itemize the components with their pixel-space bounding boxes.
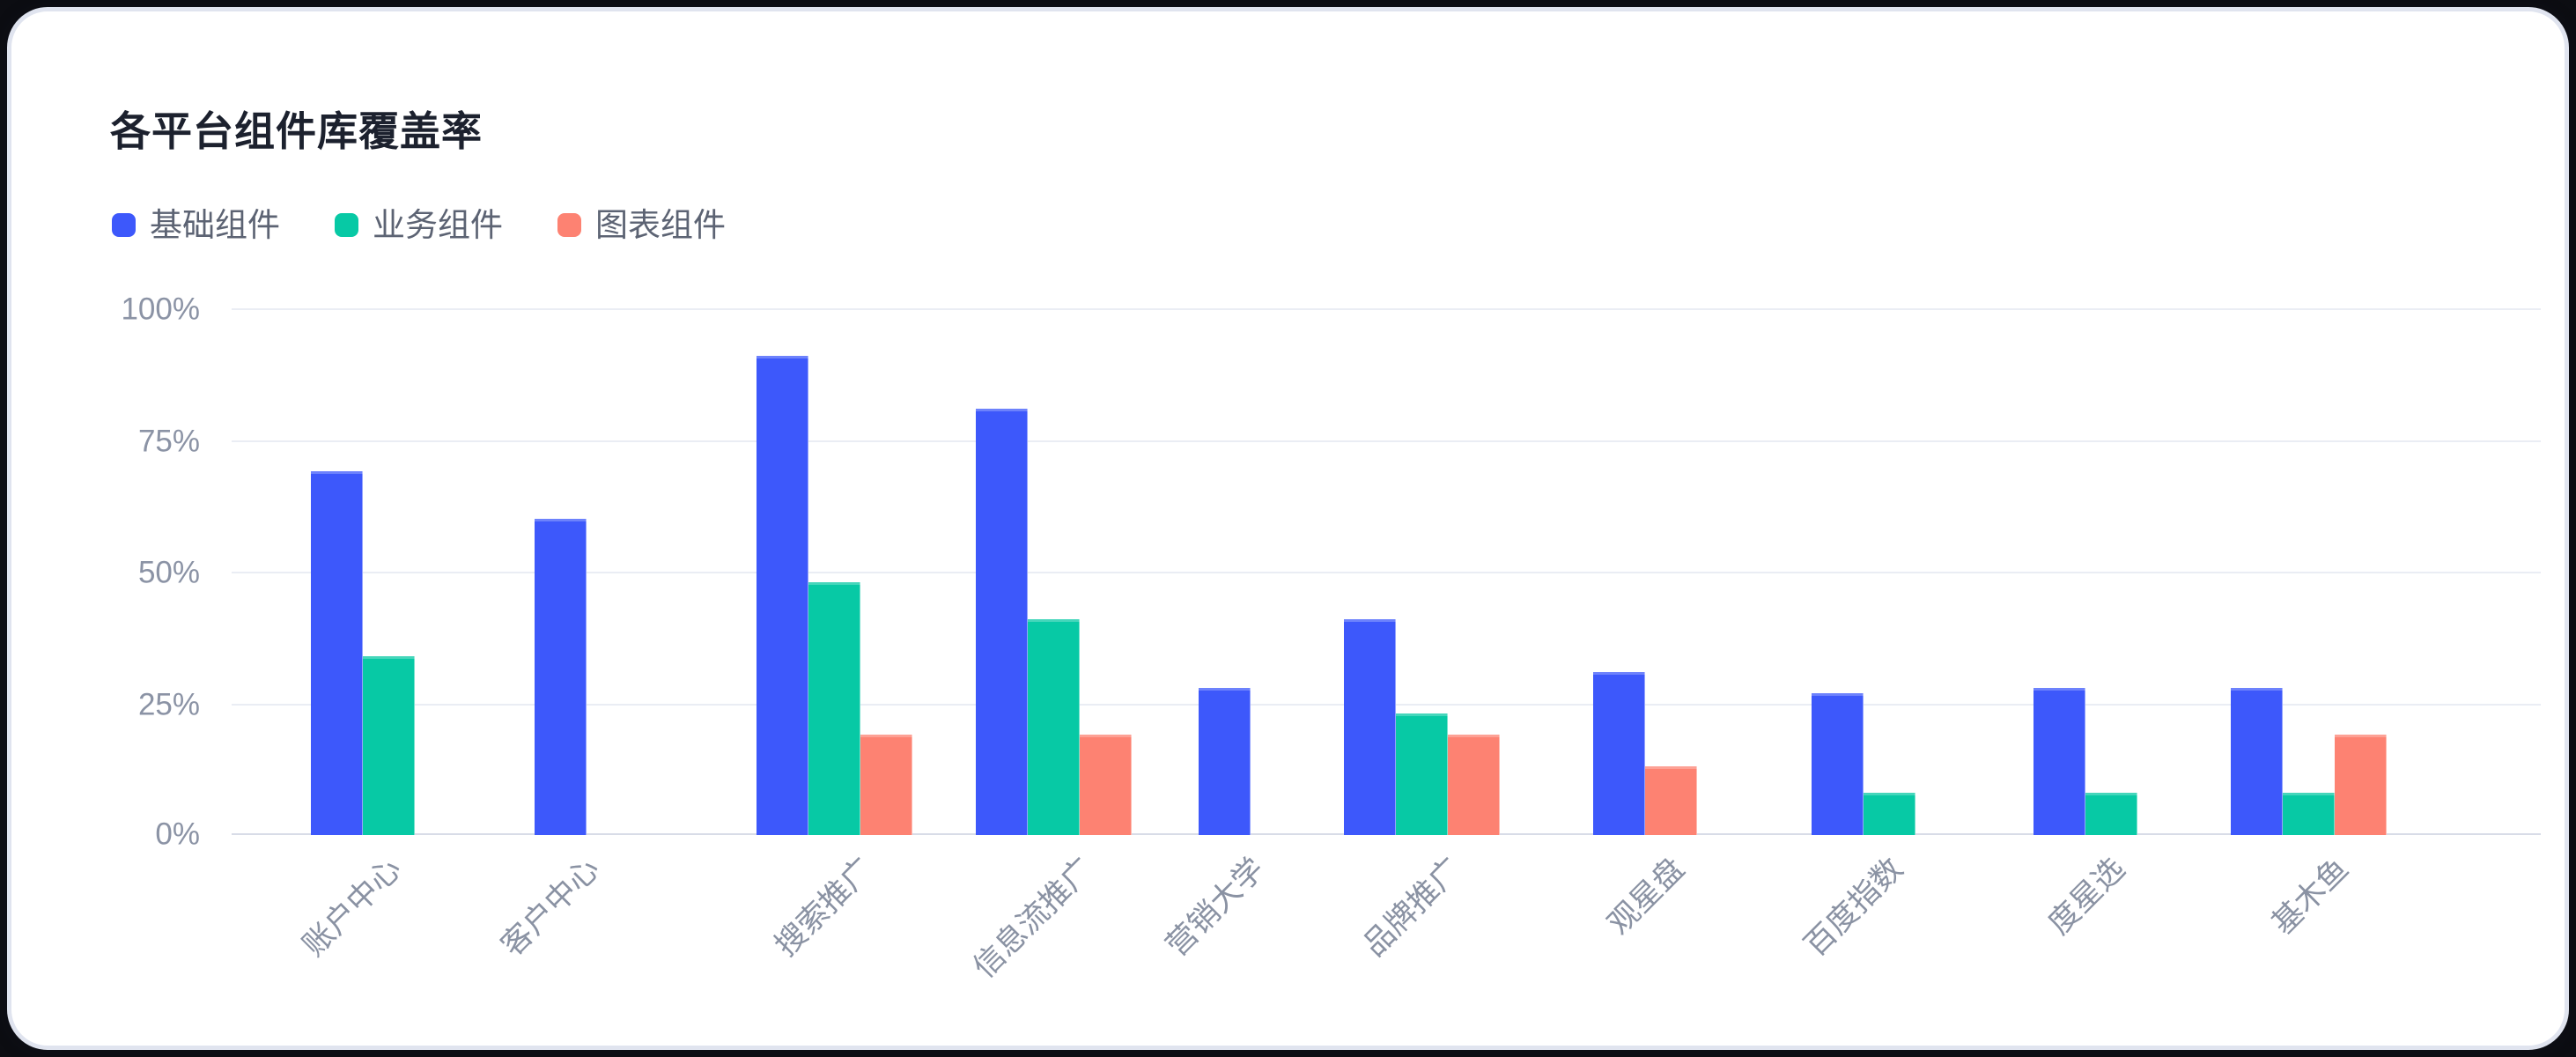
legend-item-1[interactable]: 基础组件 <box>112 209 280 241</box>
bar-chart-plot-area: 100% 75% 50% 25% 0% 账户中心 客户中心 搜索推广 信息流推广 营销大学 品牌推广… <box>121 294 2541 985</box>
bar-group-4 <box>976 409 1132 835</box>
x-axis-label: 基木鱼 <box>2265 851 2356 942</box>
gridline <box>232 308 2541 310</box>
bar-series3-cat6[interactable] <box>1448 735 1500 835</box>
chart-title: 各平台组件库覆盖率 <box>110 108 483 154</box>
bar-series3-cat7[interactable] <box>1645 766 1697 835</box>
bar-series2-cat3[interactable] <box>808 582 860 835</box>
legend-item-3[interactable]: 图表组件 <box>557 209 726 241</box>
bar-series2-cat6[interactable] <box>1396 713 1448 835</box>
bar-series3-cat4[interactable] <box>1080 735 1132 835</box>
bar-group-2 <box>535 519 587 835</box>
y-axis-label: 25% <box>137 687 200 722</box>
bar-group-1 <box>311 471 415 835</box>
bar-series1-cat3[interactable] <box>757 356 808 835</box>
bar-series1-cat10[interactable] <box>2231 688 2283 835</box>
bar-series1-cat9[interactable] <box>2033 688 2085 835</box>
bar-series1-cat4[interactable] <box>976 409 1028 835</box>
bar-series2-cat10[interactable] <box>2283 793 2335 835</box>
legend-item-2[interactable]: 业务组件 <box>335 209 503 241</box>
x-axis-label: 品牌推广 <box>1356 851 1469 964</box>
bar-group-10 <box>2231 688 2387 835</box>
bar-series1-cat5[interactable] <box>1199 688 1251 835</box>
bar-series1-cat1[interactable] <box>311 471 363 835</box>
bar-series2-cat9[interactable] <box>2085 793 2137 835</box>
bar-group-6 <box>1344 619 1500 835</box>
legend: 基础组件 业务组件 图表组件 <box>112 209 726 241</box>
legend-swatch-icon <box>557 213 581 237</box>
y-axis-label: 75% <box>137 424 200 459</box>
bar-series3-cat3[interactable] <box>860 735 912 835</box>
bar-series2-cat1[interactable] <box>363 656 415 835</box>
bar-group-5 <box>1199 688 1251 835</box>
legend-label: 图表组件 <box>595 207 726 243</box>
y-axis-label: 50% <box>137 555 200 590</box>
bar-group-9 <box>2033 688 2137 835</box>
x-axis-label: 百度指数 <box>1797 851 1910 964</box>
y-axis-label: 100% <box>121 292 200 327</box>
legend-label: 业务组件 <box>373 207 503 243</box>
bar-series1-cat7[interactable] <box>1593 672 1645 835</box>
bar-series1-cat6[interactable] <box>1344 619 1396 835</box>
bar-series1-cat8[interactable] <box>1812 693 1864 835</box>
bar-series2-cat8[interactable] <box>1864 793 1915 835</box>
x-axis-label: 度星选 <box>2041 851 2132 942</box>
bar-series3-cat10[interactable] <box>2335 735 2387 835</box>
bar-series1-cat2[interactable] <box>535 519 587 835</box>
legend-label: 基础组件 <box>150 207 280 243</box>
x-axis-label: 信息流推广 <box>966 851 1101 985</box>
x-axis-label: 营销大学 <box>1159 851 1272 964</box>
bar-group-7 <box>1593 672 1697 835</box>
x-axis-label: 账户中心 <box>296 851 409 964</box>
chart-card: 各平台组件库覆盖率 基础组件 业务组件 图表组件 100% 75% 50% 25% 0% 账户… <box>7 7 2569 1050</box>
legend-swatch-icon <box>335 213 358 237</box>
legend-swatch-icon <box>112 213 136 237</box>
bar-group-8 <box>1812 693 1915 835</box>
gridline <box>232 440 2541 442</box>
bar-group-3 <box>757 356 912 835</box>
gridline <box>232 572 2541 573</box>
bar-series2-cat4[interactable] <box>1028 619 1080 835</box>
x-axis-label: 搜索推广 <box>768 851 881 964</box>
y-axis-label: 0% <box>155 817 200 852</box>
x-axis-label: 客户中心 <box>494 851 607 964</box>
x-axis-label: 观星盘 <box>1601 851 1692 942</box>
